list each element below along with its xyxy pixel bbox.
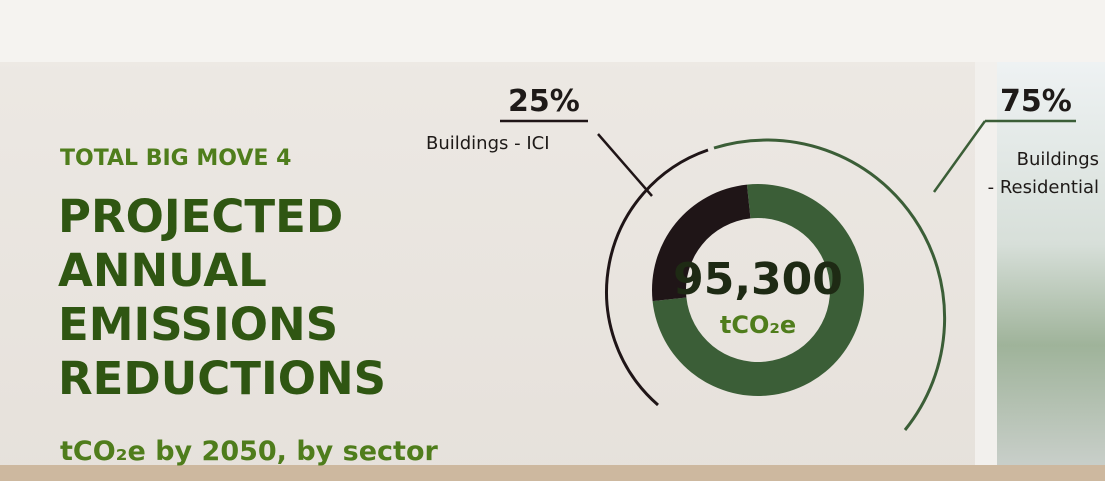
kicker: TOTAL BIG MOVE 4	[60, 146, 292, 171]
leader-line	[597, 133, 653, 197]
decor-arc	[713, 138, 947, 431]
center-unit: tCO₂e	[720, 311, 796, 339]
decor-arc	[605, 148, 709, 407]
window	[995, 62, 1105, 467]
ceiling	[0, 0, 1105, 62]
donut-segment	[652, 184, 751, 302]
subtitle: tCO₂e by 2050, by sector	[60, 436, 438, 467]
donut-segment	[652, 184, 865, 396]
category-label: Buildings - Residential	[987, 149, 1099, 198]
leader-line	[932, 120, 987, 193]
category-label: Buildings - ICI	[426, 133, 550, 154]
center-value: 95,300	[673, 254, 843, 305]
value-label: 75%	[1000, 84, 1072, 119]
title: PROJECTED ANNUAL EMISSIONS REDUCTIONS	[58, 190, 387, 405]
value-label: 25%	[508, 84, 580, 119]
window-frame	[975, 62, 997, 467]
floor	[0, 465, 1105, 481]
